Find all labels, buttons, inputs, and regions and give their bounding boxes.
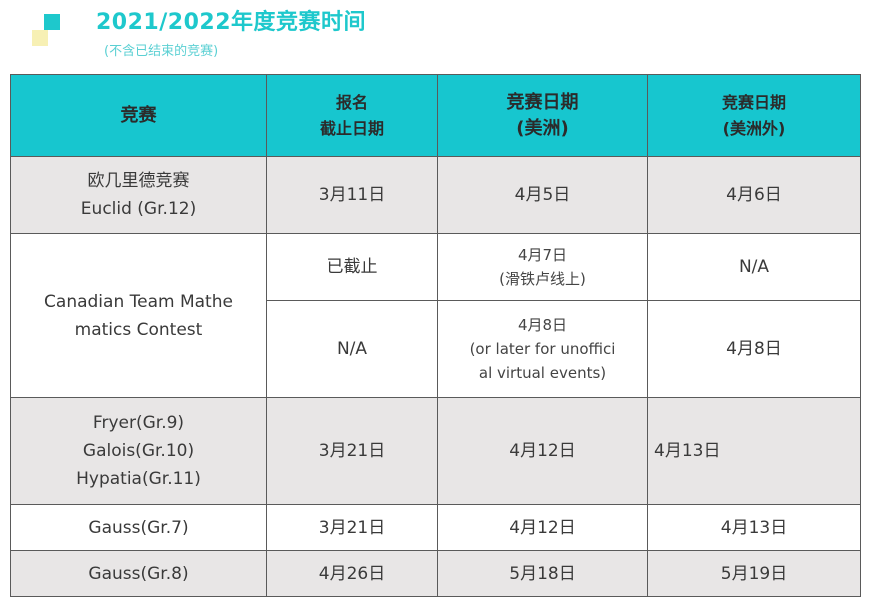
page-title: 2021/2022年度竞赛时间 xyxy=(96,10,366,35)
americas-date-note: (or later for unoffici xyxy=(469,340,616,358)
table-header-row: 竞赛 报名 截止日期 竞赛日期 (美洲) 竞赛日期 (美洲外) xyxy=(10,74,861,157)
decorative-square-yellow xyxy=(32,30,48,46)
competition-schedule-table: 竞赛 报名 截止日期 竞赛日期 (美洲) 竞赛日期 (美洲外) 欧几里德竞赛 E… xyxy=(10,74,861,597)
competition-name-ctmc: Canadian Team Mathe matics Contest xyxy=(10,233,267,398)
deadline-cell: 3月11日 xyxy=(266,156,438,234)
americas-date-cell: 4月12日 xyxy=(437,397,648,505)
header-competition: 竞赛 xyxy=(10,74,267,157)
competition-name-line: 欧几里德竞赛 xyxy=(87,171,190,191)
competition-name-gauss8: Gauss(Gr.8) xyxy=(10,550,267,597)
americas-date-cell: 4月12日 xyxy=(437,504,648,551)
deadline-cell: 3月21日 xyxy=(266,397,438,505)
header-outside-line1: 竞赛日期 xyxy=(721,92,786,112)
outside-date-cell: 4月6日 xyxy=(647,156,861,234)
page-subtitle: (不含已结束的竞赛) xyxy=(104,44,219,59)
deadline-cell: 4月26日 xyxy=(266,550,438,597)
outside-date-cell: N/A xyxy=(647,233,861,301)
header-americas-line2: (美洲) xyxy=(516,117,569,139)
table-row: 欧几里德竞赛 Euclid (Gr.12) 3月11日 4月5日 4月6日 xyxy=(10,156,861,234)
outside-date-cell: 5月19日 xyxy=(647,550,861,597)
americas-date-cell: 5月18日 xyxy=(437,550,648,597)
deadline-cell: 3月21日 xyxy=(266,504,438,551)
americas-date-cell: 4月5日 xyxy=(437,156,648,234)
americas-date-note: al virtual events) xyxy=(478,364,607,382)
decorative-square-teal xyxy=(44,14,60,30)
americas-date-cell: 4月8日 (or later for unoffici al virtual e… xyxy=(437,300,648,398)
header-registration-deadline: 报名 截止日期 xyxy=(266,74,438,157)
competition-name-line: Euclid (Gr.12) xyxy=(80,199,197,219)
competition-name-line: Canadian Team Mathe xyxy=(44,291,233,312)
table-row: Canadian Team Mathe matics Contest 已截止 4… xyxy=(10,233,861,398)
competition-name-line: matics Contest xyxy=(74,319,203,340)
competition-name-gauss7: Gauss(Gr.7) xyxy=(10,504,267,551)
header-date-outside-americas: 竞赛日期 (美洲外) xyxy=(647,74,861,157)
table-row: Fryer(Gr.9) Galois(Gr.10) Hypatia(Gr.11)… xyxy=(10,397,861,505)
competition-name-euclid: 欧几里德竞赛 Euclid (Gr.12) xyxy=(10,156,267,234)
header-deadline-line1: 报名 xyxy=(335,92,368,112)
header-outside-line2: (美洲外) xyxy=(722,118,786,138)
header-date-americas: 竞赛日期 (美洲) xyxy=(437,74,648,157)
americas-date-line: 4月8日 xyxy=(517,316,568,334)
outside-date-cell: 4月8日 xyxy=(647,300,861,398)
header-americas-line1: 竞赛日期 xyxy=(506,91,579,113)
header-competition-label: 竞赛 xyxy=(120,104,157,126)
table-row: N/A 4月8日 (or later for unoffici al virtu… xyxy=(11,300,861,398)
competition-name-line: Fryer(Gr.9) xyxy=(92,413,185,433)
americas-date-note: (滑铁卢线上) xyxy=(499,270,586,288)
competition-name-fryer-galois-hypatia: Fryer(Gr.9) Galois(Gr.10) Hypatia(Gr.11) xyxy=(10,397,267,505)
header-deadline-line2: 截止日期 xyxy=(319,118,384,138)
outside-date-cell: 4月13日 xyxy=(647,397,861,505)
americas-date-cell: 4月7日 (滑铁卢线上) xyxy=(437,233,648,301)
table-row: Gauss(Gr.7) 3月21日 4月12日 4月13日 xyxy=(10,504,861,551)
outside-date-cell: 4月13日 xyxy=(647,504,861,551)
americas-date-line: 4月7日 xyxy=(517,246,568,264)
table-row: Gauss(Gr.8) 4月26日 5月18日 5月19日 xyxy=(10,550,861,597)
competition-name-line: Galois(Gr.10) xyxy=(82,441,195,461)
deadline-cell: N/A xyxy=(266,300,438,398)
competition-name-line: Hypatia(Gr.11) xyxy=(76,469,201,489)
deadline-cell: 已截止 xyxy=(266,233,438,301)
